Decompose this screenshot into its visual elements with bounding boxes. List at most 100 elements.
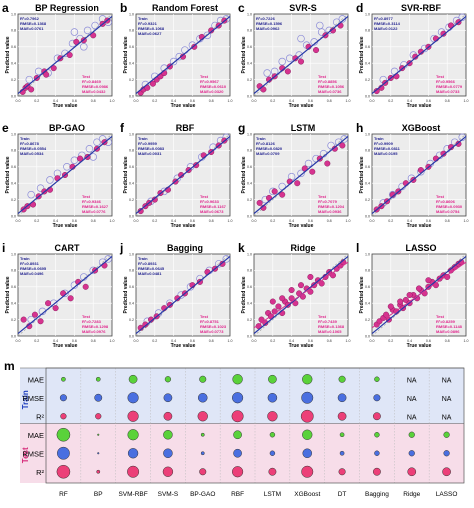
panel-letter: a <box>2 1 9 15</box>
bubble <box>128 374 138 384</box>
test-stat: RMSE=0.1298 <box>82 324 109 329</box>
x-tick-label: 0.4 <box>407 339 412 343</box>
panel-title: SVR-S <box>289 3 317 13</box>
test-stat: RMSE=0.0986 <box>82 84 109 89</box>
train-stat: R²=0.8678 <box>20 141 40 146</box>
test-stat: MAE=0.0320 <box>200 89 224 94</box>
y-tick-label: 0.0 <box>11 214 16 218</box>
panel-letter: i <box>2 241 5 255</box>
x-tick-label: 0.6 <box>426 99 431 103</box>
x-tick-label: 0.2 <box>388 339 393 343</box>
bubble <box>56 427 71 442</box>
test-stat: R²=0.8606 <box>436 199 456 204</box>
train-stat: Train <box>138 256 148 261</box>
identity-line <box>17 13 113 97</box>
x-tick-label: 0.6 <box>426 339 431 343</box>
train-stat: MAE=0.0627 <box>138 31 162 36</box>
y-tick-label: 0.2 <box>365 318 370 322</box>
test-fit-line <box>371 261 467 329</box>
x-tick-label: 0.6 <box>190 339 195 343</box>
panel-g: g LSTM 0.00.0 0.2 0.2 0.4 0.4 0.6 0.6 0.8 0.8 1.0 1.… <box>238 121 351 229</box>
y-tick-label: 0.8 <box>365 29 370 33</box>
y-tick-label: 0.8 <box>11 269 16 273</box>
x-tick-label: 1.0 <box>110 219 115 223</box>
bubble <box>200 451 205 456</box>
train-point <box>340 135 348 143</box>
y-tick-label: 0.6 <box>247 45 252 49</box>
train-point <box>91 21 99 30</box>
test-point <box>292 55 299 62</box>
test-stat: Test <box>200 74 209 79</box>
na-label: NA <box>442 377 452 384</box>
y-tick-label: 0.4 <box>247 62 252 66</box>
test-point <box>275 303 282 310</box>
x-tick-label: 1.0 <box>464 339 469 343</box>
model-label: RF <box>59 491 68 498</box>
test-point <box>137 208 144 215</box>
train-stat: MAE=0.0761 <box>20 26 44 31</box>
x-tick-label: 0.6 <box>72 219 77 223</box>
train-point <box>104 255 112 263</box>
y-tick-label: 0.4 <box>247 182 252 186</box>
y-tick-label: 0.8 <box>129 149 134 153</box>
train-stat: RMSE=0.3114 <box>374 21 401 26</box>
test-fit-line <box>253 261 349 329</box>
test-stat: MAE=0.0432 <box>82 89 106 94</box>
test-stat: R²=0.9346 <box>82 199 102 204</box>
train-stat: RMSE=0.0695 <box>20 266 47 271</box>
test-stat: R²=0.8751 <box>200 319 220 324</box>
test-point <box>208 27 215 34</box>
train-stat: R²=0.7962 <box>20 16 40 21</box>
x-tick-label: 0.2 <box>34 219 39 223</box>
bubble <box>442 467 451 477</box>
y-tick-label: 0.2 <box>247 318 252 322</box>
panel-i: i CART 0.00.0 0.2 0.2 0.4 0.4 0.6 0.6 0.8 0.8 1.0 1.… <box>2 241 115 349</box>
bubble <box>163 411 173 421</box>
test-point <box>77 155 84 162</box>
x-tick-label: 0.6 <box>190 219 195 223</box>
train-stat: MAE=0.0122 <box>374 26 398 31</box>
x-axis-label: True value <box>407 103 432 109</box>
test-point <box>416 285 423 292</box>
y-tick-label: 1.0 <box>11 132 16 136</box>
panel-l: l LASSO 0.00.0 0.2 0.2 0.4 0.4 0.6 0.6 0.8 0.8 1.0 1… <box>356 241 469 349</box>
y-tick-label: 0.4 <box>129 302 134 306</box>
bubble <box>163 448 173 459</box>
bubble <box>232 466 244 478</box>
test-stat: RMSE=0.0930 <box>436 204 463 209</box>
test-point <box>279 191 286 198</box>
test-stat: Test <box>318 74 327 79</box>
train-point <box>27 190 35 199</box>
y-tick-label: 0.0 <box>11 94 16 98</box>
test-point <box>406 292 413 299</box>
y-axis-label: Predicted value <box>5 276 11 313</box>
x-tick-label: 0.4 <box>407 219 412 223</box>
y-tick-label: 0.0 <box>11 334 16 338</box>
fit-line <box>253 15 349 95</box>
x-tick-label: 0.0 <box>370 219 375 223</box>
y-tick-label: 0.2 <box>247 78 252 82</box>
x-tick-label: 0.4 <box>289 99 294 103</box>
y-axis-label: Predicted value <box>5 36 11 73</box>
bubble <box>59 394 67 402</box>
x-tick-label: 0.0 <box>370 99 375 103</box>
bubble <box>95 413 102 420</box>
train-point <box>83 26 92 35</box>
x-tick-label: 0.0 <box>16 219 21 223</box>
test-point <box>412 53 419 60</box>
test-point <box>149 80 156 87</box>
test-stat: R²=0.9633 <box>200 199 220 204</box>
panel-k: k Ridge 0.00.0 0.2 0.2 0.4 0.4 0.6 0.6 0.8 0.8 1.0 1… <box>238 241 351 349</box>
x-tick-label: 1.0 <box>228 219 233 223</box>
train-stat: MAE=0.0709 <box>256 151 280 156</box>
y-tick-label: 0.2 <box>365 78 370 82</box>
y-tick-label: 0.8 <box>11 29 16 33</box>
y-tick-label: 0.2 <box>11 198 16 202</box>
x-tick-label: 1.0 <box>110 339 115 343</box>
x-axis-label: True value <box>171 223 196 229</box>
x-tick-label: 0.0 <box>134 339 139 343</box>
y-tick-label: 0.8 <box>247 29 252 33</box>
bubble <box>407 467 417 477</box>
y-axis-label: Predicted value <box>241 276 247 313</box>
train-point <box>169 57 178 66</box>
